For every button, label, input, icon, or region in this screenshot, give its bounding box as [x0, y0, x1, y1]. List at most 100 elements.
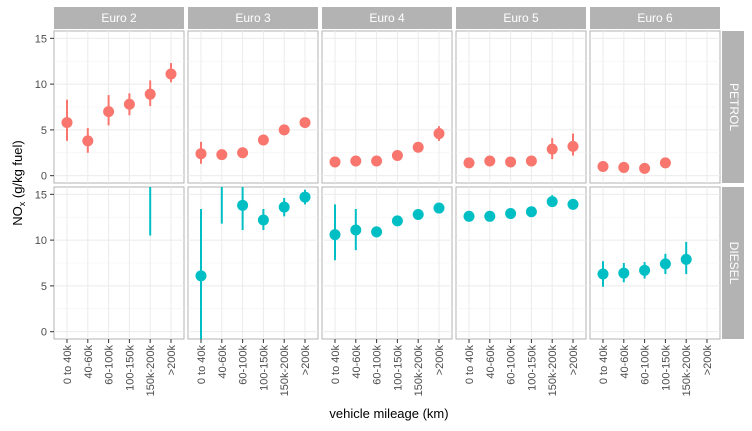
data-point [525, 206, 537, 218]
x-tick-label: 0 to 40k [196, 345, 208, 385]
facet-strip-euro-3 [188, 7, 318, 29]
data-point [371, 155, 383, 167]
x-tick-label: 150k-200k [547, 345, 559, 397]
data-point [546, 143, 558, 155]
row-strip-diesel [722, 187, 744, 339]
data-point [237, 147, 249, 159]
x-tick-label: 100-150k [124, 345, 136, 391]
x-tick-label: 100-150k [392, 345, 404, 391]
data-point [82, 135, 94, 147]
x-tick-label: 150k-200k [413, 345, 425, 397]
data-point [597, 161, 609, 173]
data-point [567, 198, 579, 210]
data-point [195, 148, 207, 160]
facet-strip-label: Euro 3 [235, 11, 271, 25]
data-point [618, 267, 630, 279]
x-tick-label: 0 to 40k [598, 345, 610, 385]
x-tick-label: 60-100k [506, 345, 518, 385]
y-axis-title: NOx (g/kg fuel) [10, 140, 27, 225]
data-point [371, 226, 383, 238]
x-tick-label: 60-100k [640, 345, 652, 385]
facet-strip-euro-5 [456, 7, 586, 29]
data-point [329, 156, 341, 168]
data-point [278, 201, 290, 213]
data-point [505, 156, 517, 168]
data-point [597, 268, 609, 280]
x-tick-label: 150k-200k [145, 345, 157, 397]
x-tick-label: 0 to 40k [330, 345, 342, 385]
data-point [278, 124, 290, 136]
data-point [546, 196, 558, 208]
data-point [639, 264, 651, 276]
row-strip-petrol [722, 31, 744, 183]
row-strip-label: DIESEL [727, 242, 741, 285]
x-tick-label: 40-60k [485, 345, 497, 379]
x-tick-label: 40-60k [83, 345, 95, 379]
data-point [567, 140, 579, 152]
x-tick-label: 0 to 40k [62, 345, 74, 385]
data-point [639, 162, 651, 174]
x-tick-label: 40-60k [217, 345, 229, 379]
data-point [299, 117, 311, 129]
data-point [144, 88, 156, 100]
data-point [257, 134, 269, 146]
x-tick-label: >200k [702, 345, 714, 376]
data-point [463, 157, 475, 169]
data-point [391, 150, 403, 162]
x-tick-label: 100-150k [258, 345, 270, 391]
y-tick-label: 0 [41, 171, 47, 183]
data-point [123, 98, 135, 110]
data-point [299, 191, 311, 203]
data-point [433, 128, 445, 140]
data-point [329, 229, 341, 241]
data-point [659, 157, 671, 169]
x-tick-label: 150k-200k [681, 345, 693, 397]
marks-layer [61, 63, 692, 339]
data-point [618, 161, 630, 173]
facet-strip-label: Euro 6 [637, 11, 673, 25]
x-tick-label: >200k [434, 345, 446, 376]
x-tick-label: 60-100k [238, 345, 250, 385]
y-tick-label: 15 [35, 189, 47, 201]
data-point [165, 68, 177, 80]
x-tick-label: >200k [166, 345, 178, 376]
data-point [463, 210, 475, 222]
data-point [505, 208, 517, 220]
x-tick-label: 0 to 40k [464, 345, 476, 385]
data-point [237, 199, 249, 211]
data-point [484, 210, 496, 222]
labels-layer: Euro 2 Euro 3 Euro 4 Euro 5 Euro 6 PETROL DIES… [35, 11, 741, 396]
x-tick-label: 150k-200k [279, 345, 291, 397]
data-point [257, 214, 269, 226]
facet-strip-euro-4 [322, 7, 452, 29]
x-tick-label: 40-60k [351, 345, 363, 379]
facet-strip-label: Euro 4 [369, 11, 405, 25]
y-tick-label: 5 [41, 281, 47, 293]
facet-strip-label: Euro 2 [101, 11, 137, 25]
data-point [391, 215, 403, 227]
y-tick-label: 15 [35, 33, 47, 45]
data-point [659, 258, 671, 270]
data-point [103, 106, 115, 118]
facet-strip-euro-2 [54, 7, 184, 29]
x-tick-label: 40-60k [619, 345, 631, 379]
facet-strip-euro-6 [590, 7, 720, 29]
x-tick-label: >200k [300, 345, 312, 376]
row-strip-label: PETROL [727, 83, 741, 131]
data-point [61, 117, 73, 129]
data-point [350, 224, 362, 236]
x-tick-label: 100-150k [526, 345, 538, 391]
data-point [680, 253, 692, 265]
data-point [195, 270, 207, 282]
x-tick-label: 100-150k [660, 345, 672, 391]
panels-layer [50, 7, 744, 343]
x-tick-label: >200k [568, 345, 580, 376]
data-point [412, 141, 424, 153]
x-tick-label: 60-100k [372, 345, 384, 385]
y-tick-label: 10 [35, 79, 47, 91]
data-point [350, 155, 362, 167]
y-tick-label: 0 [41, 327, 47, 339]
facet-strip-label: Euro 5 [503, 11, 539, 25]
data-point [484, 155, 496, 167]
